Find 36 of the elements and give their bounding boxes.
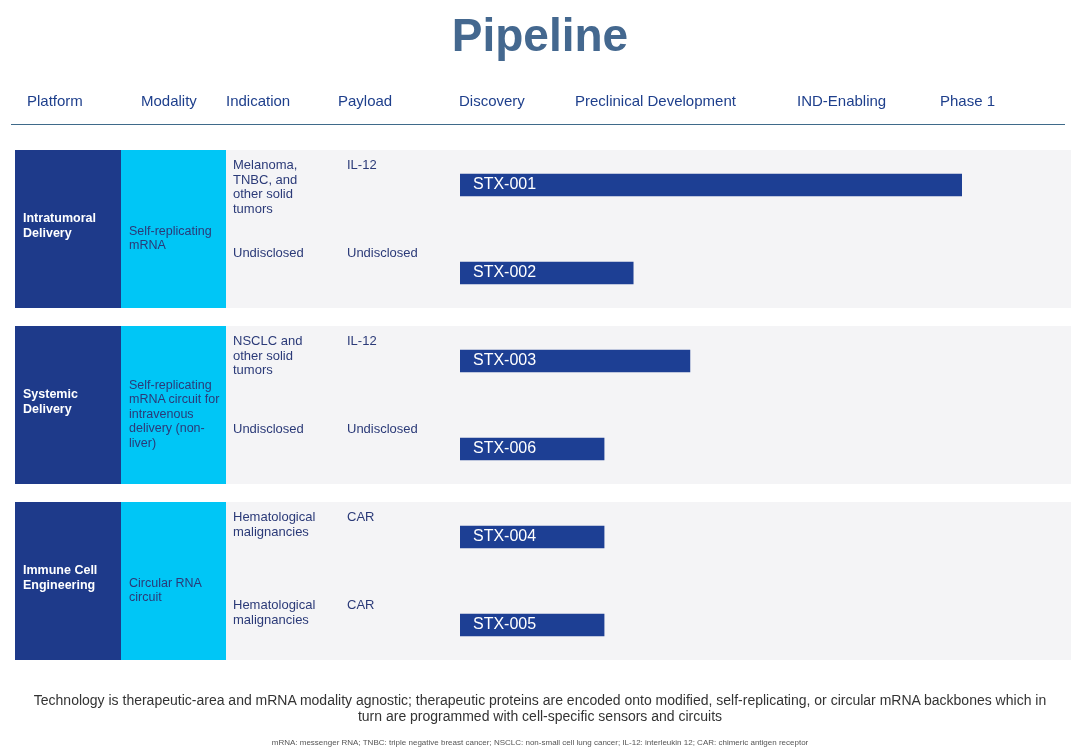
- text: Technology is therapeutic-area and mRNA modality agnostic; therapeutic proteins are encoded onto modified, self-replicating, or circular mRNA backbones which in turn are programmed with cell-specific sensors and circuits: [32, 692, 1048, 724]
- text: Intratumoral Delivery: [23, 211, 97, 241]
- text: Discovery: [459, 92, 525, 109]
- text: NSCLC and other solid tumors: [233, 333, 304, 378]
- text: Undisclosed: [347, 245, 419, 261]
- chart-title: Pipeline: [450, 8, 630, 62]
- y-tick-label: STX-003: [473, 351, 537, 369]
- y-tick-label: STX-006: [473, 439, 537, 457]
- y-tick-label: STX-001: [473, 175, 537, 193]
- text: Modality: [141, 92, 197, 109]
- text: Undisclosed: [347, 421, 419, 437]
- text: Platform: [27, 92, 83, 109]
- text: Immune Cell Engineering: [23, 563, 99, 593]
- text: CAR: [347, 509, 376, 525]
- text: Self-replicating mRNA circuit for intravenous delivery (non-liver): [129, 377, 221, 451]
- text: Payload: [338, 92, 393, 109]
- y-tick-label: STX-005: [473, 615, 537, 633]
- text: Hematological malignancies: [233, 509, 317, 539]
- text: Self-replicating mRNA: [129, 223, 213, 253]
- text: Indication: [226, 92, 291, 109]
- bar: [460, 173, 962, 197]
- text: Undisclosed: [233, 421, 305, 437]
- text: Melanoma, TNBC, and other solid tumors: [233, 157, 299, 216]
- y-tick-label: STX-002: [473, 263, 537, 281]
- text: mRNA: messenger RNA; TNBC: triple negative breast cancer; NSCLC: non-small cell lung cancer; IL-12: interleukin 12; CAR: chimeric antigen receptor: [270, 738, 810, 747]
- text: Systemic Delivery: [23, 387, 79, 417]
- text: CAR: [347, 597, 376, 613]
- text: IND-Enabling: [797, 92, 887, 109]
- text: Circular RNA circuit: [129, 575, 203, 605]
- text: IL-12: [347, 333, 378, 349]
- text: Hematological malignancies: [233, 597, 317, 627]
- text: Undisclosed: [233, 245, 305, 261]
- text: Preclinical Development: [575, 92, 736, 109]
- text: IL-12: [347, 157, 378, 173]
- text: Phase 1: [940, 92, 996, 109]
- y-tick-label: STX-004: [473, 527, 537, 545]
